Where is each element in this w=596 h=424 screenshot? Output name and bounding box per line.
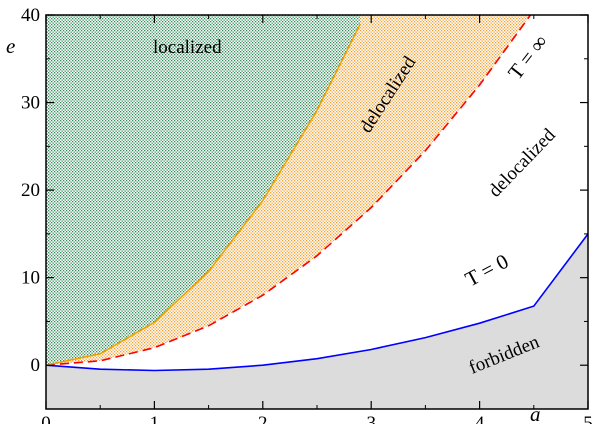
x-tick-label: 3 (366, 413, 376, 424)
curve-localization-edge (46, 23, 362, 366)
y-tick-label: 0 (31, 355, 41, 376)
y-axis-label: e (6, 34, 15, 58)
x-tick-label: 0 (41, 413, 51, 424)
x-tick-label: 5 (583, 413, 593, 424)
y-tick-label: 30 (21, 93, 40, 114)
x-tick-label: 1 (150, 413, 160, 424)
x-axis-label: a (530, 402, 541, 424)
localized-region (46, 15, 361, 366)
x-tick-label: 2 (258, 413, 268, 424)
forbidden-region (46, 233, 588, 409)
region-label-localized: localized (153, 37, 222, 58)
y-tick-label: 40 (21, 5, 40, 26)
y-tick-label: 10 (21, 268, 40, 289)
region-label-delocalized-lower: delocalized (484, 124, 560, 201)
curve-label-t-zero: T = 0 (461, 249, 512, 291)
x-tick-label: 4 (475, 413, 485, 424)
curve-t-zero (46, 233, 588, 372)
y-tick-label: 20 (21, 180, 40, 201)
curve-t-inf (46, 15, 532, 366)
delocalized-region-shaded (46, 15, 531, 366)
